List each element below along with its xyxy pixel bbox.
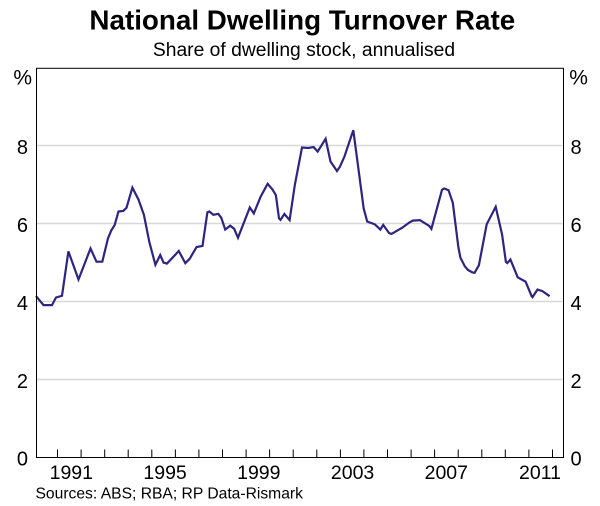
svg-text:2003: 2003 xyxy=(331,462,374,484)
svg-text:%: % xyxy=(569,67,588,90)
svg-text:2: 2 xyxy=(17,371,28,393)
svg-text:2011: 2011 xyxy=(519,462,561,484)
svg-text:4: 4 xyxy=(571,293,582,315)
svg-text:6: 6 xyxy=(571,215,582,237)
svg-text:1995: 1995 xyxy=(143,462,187,484)
svg-text:National Dwelling Turnover Rat: National Dwelling Turnover Rate xyxy=(89,5,515,36)
svg-text:%: % xyxy=(13,67,32,90)
svg-text:0: 0 xyxy=(571,449,582,471)
svg-text:1991: 1991 xyxy=(50,462,93,484)
svg-text:Sources: ABS; RBA; RP Data-Ris: Sources: ABS; RBA; RP Data-Rismark xyxy=(36,486,304,503)
svg-text:6: 6 xyxy=(17,215,28,237)
svg-text:2: 2 xyxy=(571,371,582,393)
svg-text:Share of dwelling stock, annua: Share of dwelling stock, annualised xyxy=(153,40,455,61)
svg-text:2007: 2007 xyxy=(425,462,468,484)
svg-text:0: 0 xyxy=(17,449,28,471)
svg-text:8: 8 xyxy=(571,137,582,159)
svg-text:8: 8 xyxy=(17,137,28,159)
svg-text:1999: 1999 xyxy=(237,462,280,484)
svg-text:4: 4 xyxy=(17,293,28,315)
